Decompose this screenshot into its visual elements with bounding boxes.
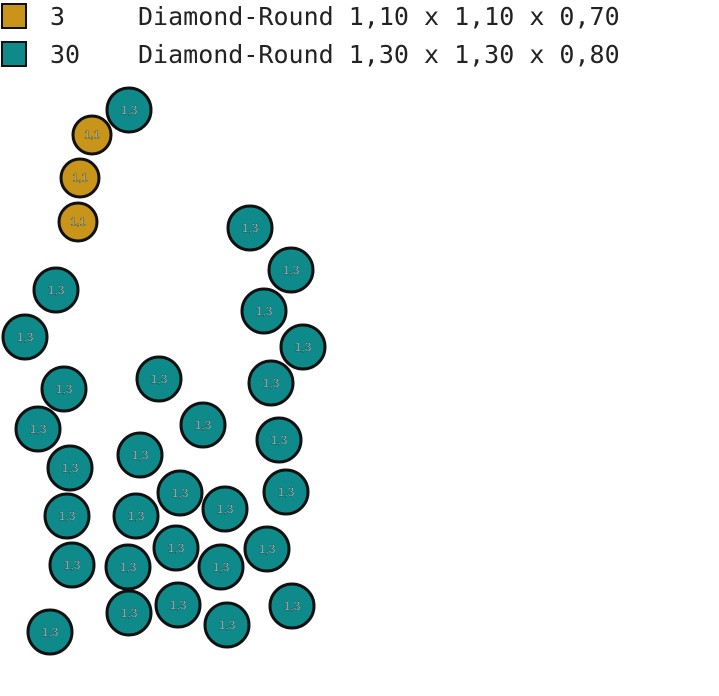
stone-large-16: 1,3	[262, 468, 310, 516]
stone-large-10: 1,3	[247, 359, 295, 407]
stone-large-7-label: 1,3	[295, 340, 312, 354]
stone-large-4-label: 1,3	[48, 283, 65, 297]
stone-large-24: 1,3	[197, 543, 245, 591]
stone-large-26-label: 1,3	[121, 606, 138, 620]
stone-large-20-label: 1,3	[217, 502, 234, 516]
stone-large-25: 1,3	[243, 525, 291, 573]
stone-large-22-label: 1,3	[64, 558, 81, 572]
legend-row-large: 30 Diamond-Round 1,30 x 1,30 x 0,80	[0, 40, 719, 72]
stone-large-27-label: 1,3	[170, 598, 187, 612]
stone-large-18-label: 1,3	[172, 486, 189, 500]
stone-large-17-label: 1,3	[59, 509, 76, 523]
stone-large-7: 1,3	[279, 323, 327, 371]
stone-large-27: 1,3	[154, 581, 202, 629]
stone-large-25-label: 1,3	[259, 542, 276, 556]
legend-row-small: 3 Diamond-Round 1,10 x 1,10 x 0,70	[0, 2, 719, 34]
stone-large-5-label: 1,3	[256, 304, 273, 318]
stone-large-19: 1,3	[112, 492, 160, 540]
stone-large-13-label: 1,3	[271, 433, 288, 447]
stone-small-2: 1,1	[59, 157, 101, 199]
legend-swatch-gold	[1, 3, 27, 29]
stone-small-3-label: 1,1	[70, 216, 85, 228]
stone-large-18: 1,3	[156, 469, 204, 517]
legend-swatch-teal	[1, 41, 27, 67]
stone-large-13: 1,3	[255, 416, 303, 464]
stone-large-21-label: 1,3	[168, 541, 185, 555]
stone-large-15: 1,3	[116, 431, 164, 479]
stone-large-14: 1,3	[46, 444, 94, 492]
stone-large-4: 1,3	[32, 266, 80, 314]
stone-large-20: 1,3	[201, 485, 249, 533]
stone-large-6-label: 1,3	[17, 330, 34, 344]
stone-large-8-label: 1,3	[56, 382, 73, 396]
stone-large-22: 1,3	[48, 541, 96, 589]
stone-large-1: 1,3	[105, 86, 153, 134]
stone-large-30-label: 1,3	[42, 625, 59, 639]
stone-large-30: 1,3	[26, 608, 74, 656]
stone-large-12-label: 1,3	[195, 418, 212, 432]
stone-large-29: 1,3	[268, 582, 316, 630]
stone-large-12: 1,3	[179, 401, 227, 449]
legend-count-large: 30	[50, 40, 81, 69]
stone-large-23: 1,3	[104, 543, 152, 591]
stone-large-28-label: 1,3	[219, 618, 236, 632]
legend-description-large: Diamond-Round 1,30 x 1,30 x 0,80	[138, 40, 620, 69]
stone-large-28: 1,3	[203, 601, 251, 649]
stone-large-16-label: 1,3	[278, 485, 295, 499]
stone-large-15-label: 1,3	[132, 448, 149, 462]
stone-large-17: 1,3	[43, 492, 91, 540]
stone-large-9: 1,3	[135, 355, 183, 403]
stone-large-23-label: 1,3	[120, 560, 137, 574]
stone-large-11-label: 1,3	[30, 422, 47, 436]
stone-small-3: 1,1	[57, 201, 99, 243]
stone-large-11: 1,3	[14, 405, 62, 453]
stone-large-8: 1,3	[40, 365, 88, 413]
legend-description-small: Diamond-Round 1,10 x 1,10 x 0,70	[138, 2, 620, 31]
stone-large-2-label: 1,3	[242, 221, 259, 235]
stone-large-2: 1,3	[226, 204, 274, 252]
stone-large-19-label: 1,3	[128, 509, 145, 523]
stone-large-3: 1,3	[267, 246, 315, 294]
stone-small-1-label: 1,1	[84, 129, 99, 141]
stone-large-6: 1,3	[1, 313, 49, 361]
stone-large-24-label: 1,3	[213, 560, 230, 574]
stone-large-29-label: 1,3	[284, 599, 301, 613]
stone-large-21: 1,3	[152, 524, 200, 572]
legend-count-small: 3	[50, 2, 66, 31]
stone-large-1-label: 1,3	[121, 103, 138, 117]
stone-small-2-label: 1,1	[72, 172, 87, 184]
stone-large-3-label: 1,3	[283, 263, 300, 277]
stone-large-9-label: 1,3	[151, 372, 168, 386]
stone-large-14-label: 1,3	[62, 461, 79, 475]
stone-large-5: 1,3	[240, 287, 288, 335]
stone-large-26: 1,3	[105, 589, 153, 637]
stone-large-10-label: 1,3	[263, 376, 280, 390]
stone-small-1: 1,1	[71, 114, 113, 156]
